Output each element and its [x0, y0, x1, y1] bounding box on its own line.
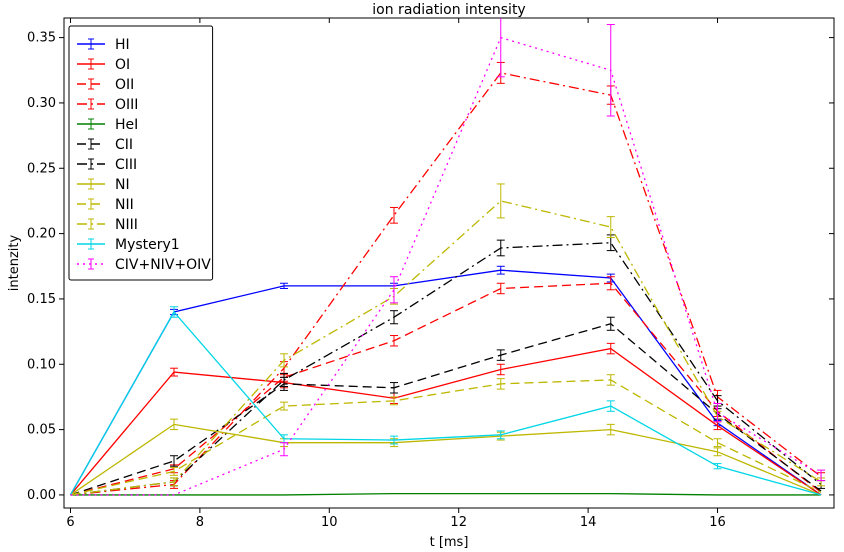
legend-label: NIII [115, 217, 138, 233]
series-line-OII [70, 283, 821, 495]
x-tick-label: 6 [66, 515, 74, 530]
y-tick-label: 0.25 [27, 161, 56, 176]
legend-label: OII [115, 77, 134, 93]
legend-label: NII [115, 197, 134, 213]
x-tick-label: 16 [709, 515, 726, 530]
ion-radiation-chart: 6 8 10 12 14 16 0.00 0.05 0.10 0.15 0.20 0.25 0.30 0.… [0, 0, 844, 552]
x-tick-label: 12 [450, 515, 467, 530]
y-axis-label: intenzity [7, 234, 22, 291]
legend-label: OIII [115, 97, 138, 113]
y-tick-label: 0.00 [27, 488, 56, 503]
y-tick-label: 0.15 [27, 292, 56, 307]
legend-label: HI [115, 37, 130, 53]
legend-label: OI [115, 57, 130, 73]
legend-label: CIII [115, 157, 137, 173]
chart-canvas: 6 8 10 12 14 16 0.00 0.05 0.10 0.15 0.20 0.25 0.30 0.… [0, 0, 844, 552]
y-tick-label: 0.10 [27, 357, 56, 372]
legend: HI OI OII OIII HeI CII CIII NI NII NIII Mystery1 CI… [69, 26, 213, 280]
legend-label: NI [115, 177, 130, 193]
y-tick-label: 0.20 [27, 227, 56, 242]
series-line-Mystery1 [70, 312, 821, 495]
y-tick-label: 0.05 [27, 423, 56, 438]
legend-label: CIV+NIV+OIV [115, 257, 211, 273]
y-tick-label: 0.35 [27, 31, 56, 46]
series-line-CIII [70, 243, 821, 495]
legend-label: Mystery1 [115, 237, 180, 253]
x-axis-label: t [ms] [430, 535, 469, 550]
chart-title: ion radiation intensity [372, 2, 525, 18]
y-tick-label: 0.30 [27, 96, 56, 111]
legend-label: HeI [115, 117, 138, 133]
legend-label: CII [115, 137, 133, 153]
series-line-HeI [70, 494, 821, 495]
x-tick-label: 8 [196, 515, 204, 530]
series-line-CII [70, 324, 821, 495]
x-tick-label: 14 [580, 515, 597, 530]
series-line-NI [70, 424, 821, 495]
x-tick-label: 10 [321, 515, 338, 530]
